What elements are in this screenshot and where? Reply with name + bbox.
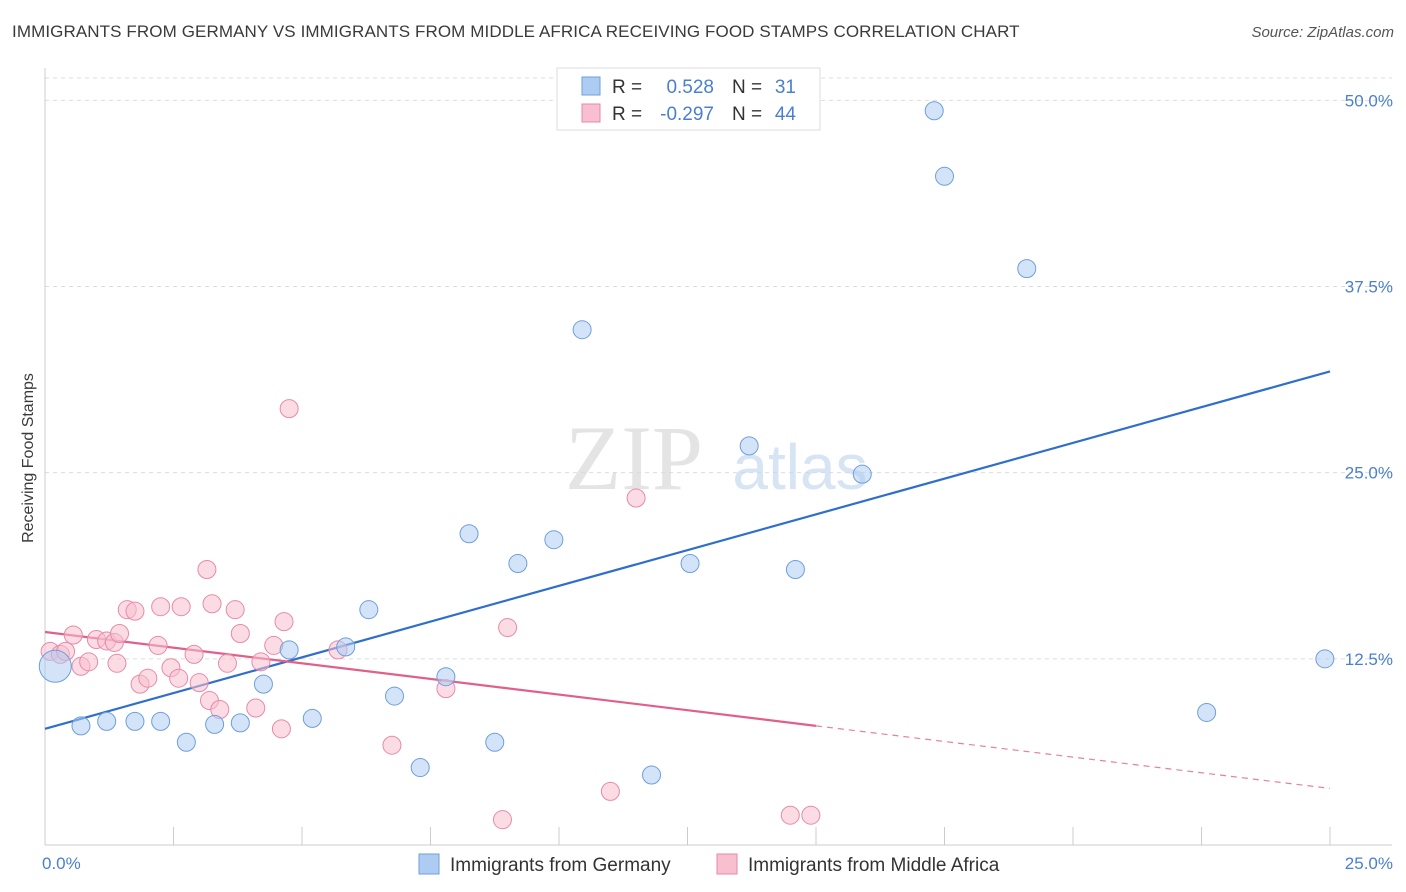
germany-point: [508, 554, 528, 574]
africa-point: [63, 625, 83, 645]
watermark: ZIP atlas: [565, 407, 868, 509]
africa-point: [492, 810, 512, 830]
africa-point: [171, 597, 191, 617]
bottom-legend-label: Immigrants from Middle Africa: [748, 855, 1000, 876]
legend-swatch-africa: [581, 103, 601, 123]
legend-n-value: 31: [775, 77, 796, 98]
bottom-legend-swatch-africa: [716, 853, 738, 875]
africa-point: [230, 624, 250, 644]
germany-point: [205, 714, 225, 734]
germany-point: [253, 674, 273, 694]
germany-point: [572, 320, 592, 340]
legend-r-value: -0.297: [660, 104, 714, 125]
germany-point: [642, 765, 662, 785]
germany-point: [176, 732, 196, 752]
bottom-legend-swatch-germany: [418, 853, 440, 875]
germany-point: [279, 640, 299, 660]
africa-point: [107, 653, 127, 673]
bottom-legend-label: Immigrants from Germany: [450, 855, 671, 876]
africa-point: [184, 644, 204, 664]
africa-point: [780, 805, 800, 825]
germany-point: [924, 101, 944, 121]
africa-point: [110, 624, 130, 644]
data-points: [38, 101, 1335, 830]
chart-title: IMMIGRANTS FROM GERMANY VS IMMIGRANTS FR…: [12, 22, 1020, 41]
germany-point: [151, 711, 171, 731]
germany-point: [436, 667, 456, 687]
germany-point: [680, 554, 700, 574]
africa-point: [626, 488, 646, 508]
africa-point: [169, 668, 189, 688]
africa-point: [197, 559, 217, 579]
africa-point: [498, 618, 518, 638]
legend-r-value: 0.528: [666, 77, 714, 98]
africa-point: [148, 635, 168, 655]
germany-point: [359, 600, 379, 620]
africa-point: [274, 612, 294, 632]
africa-point: [382, 735, 402, 755]
legend-n-label: N =: [732, 77, 762, 98]
legend-r-label: R =: [612, 77, 642, 98]
africa-point: [79, 652, 99, 672]
germany-point: [785, 559, 805, 579]
y-axis-label-group: Receiving Food Stamps: [20, 373, 37, 543]
legend-frame: [556, 67, 821, 131]
germany-point: [739, 436, 759, 456]
africa-point: [138, 668, 158, 688]
germany-point: [544, 530, 564, 550]
source-label: Source: ZipAtlas.com: [1251, 24, 1394, 41]
africa-point: [279, 399, 299, 419]
legend-n-label: N =: [732, 104, 762, 125]
africa-point: [225, 600, 245, 620]
africa-point: [151, 597, 171, 617]
legend-box: R = 0.528 N = 31 R = -0.297 N = 44: [556, 67, 821, 131]
germany-point: [1315, 649, 1335, 669]
germany-point: [97, 711, 117, 731]
legend-swatch-germany: [581, 76, 601, 96]
germany-point: [125, 711, 145, 731]
legend-r-label: R =: [612, 104, 642, 125]
bottom-legend: Immigrants from Germany Immigrants from M…: [418, 853, 1000, 876]
africa-point: [202, 594, 222, 614]
africa-point: [125, 601, 145, 621]
legend-n-value: 44: [775, 104, 797, 125]
y-tick-label: 12.5%: [1345, 650, 1393, 669]
germany-point: [336, 637, 356, 657]
x-tick-label-max: 25.0%: [1345, 854, 1393, 873]
germany-point: [38, 649, 72, 683]
africa-point: [600, 781, 620, 801]
tick-labels: 12.5% 25.0% 37.5% 50.0% 0.0% 25.0%: [42, 91, 1393, 873]
x-tick-label-min: 0.0%: [42, 854, 81, 873]
germany-point: [230, 713, 250, 733]
africa-point: [251, 652, 271, 672]
germany-point: [1017, 259, 1037, 279]
y-tick-label: 50.0%: [1345, 91, 1393, 110]
germany-point: [385, 686, 405, 706]
africa-trend-line: [44, 630, 817, 727]
africa-point: [271, 719, 291, 739]
axes: [44, 68, 1392, 846]
africa-trend-line-extrapolated: [815, 725, 1331, 790]
germany-point: [1197, 702, 1217, 722]
germany-point: [459, 524, 479, 544]
africa-point: [246, 698, 266, 718]
germany-point: [71, 716, 91, 736]
y-tick-label: 37.5%: [1345, 278, 1393, 297]
africa-point: [801, 805, 821, 825]
grid-lines: [45, 77, 1392, 660]
germany-point: [852, 464, 872, 484]
germany-point: [935, 166, 954, 186]
africa-point: [189, 673, 209, 693]
germany-point: [410, 758, 430, 778]
germany-point: [302, 708, 322, 728]
y-axis-label: Receiving Food Stamps: [20, 373, 37, 543]
germany-point: [485, 732, 505, 752]
africa-point: [217, 653, 237, 673]
y-tick-label: 25.0%: [1345, 464, 1393, 483]
